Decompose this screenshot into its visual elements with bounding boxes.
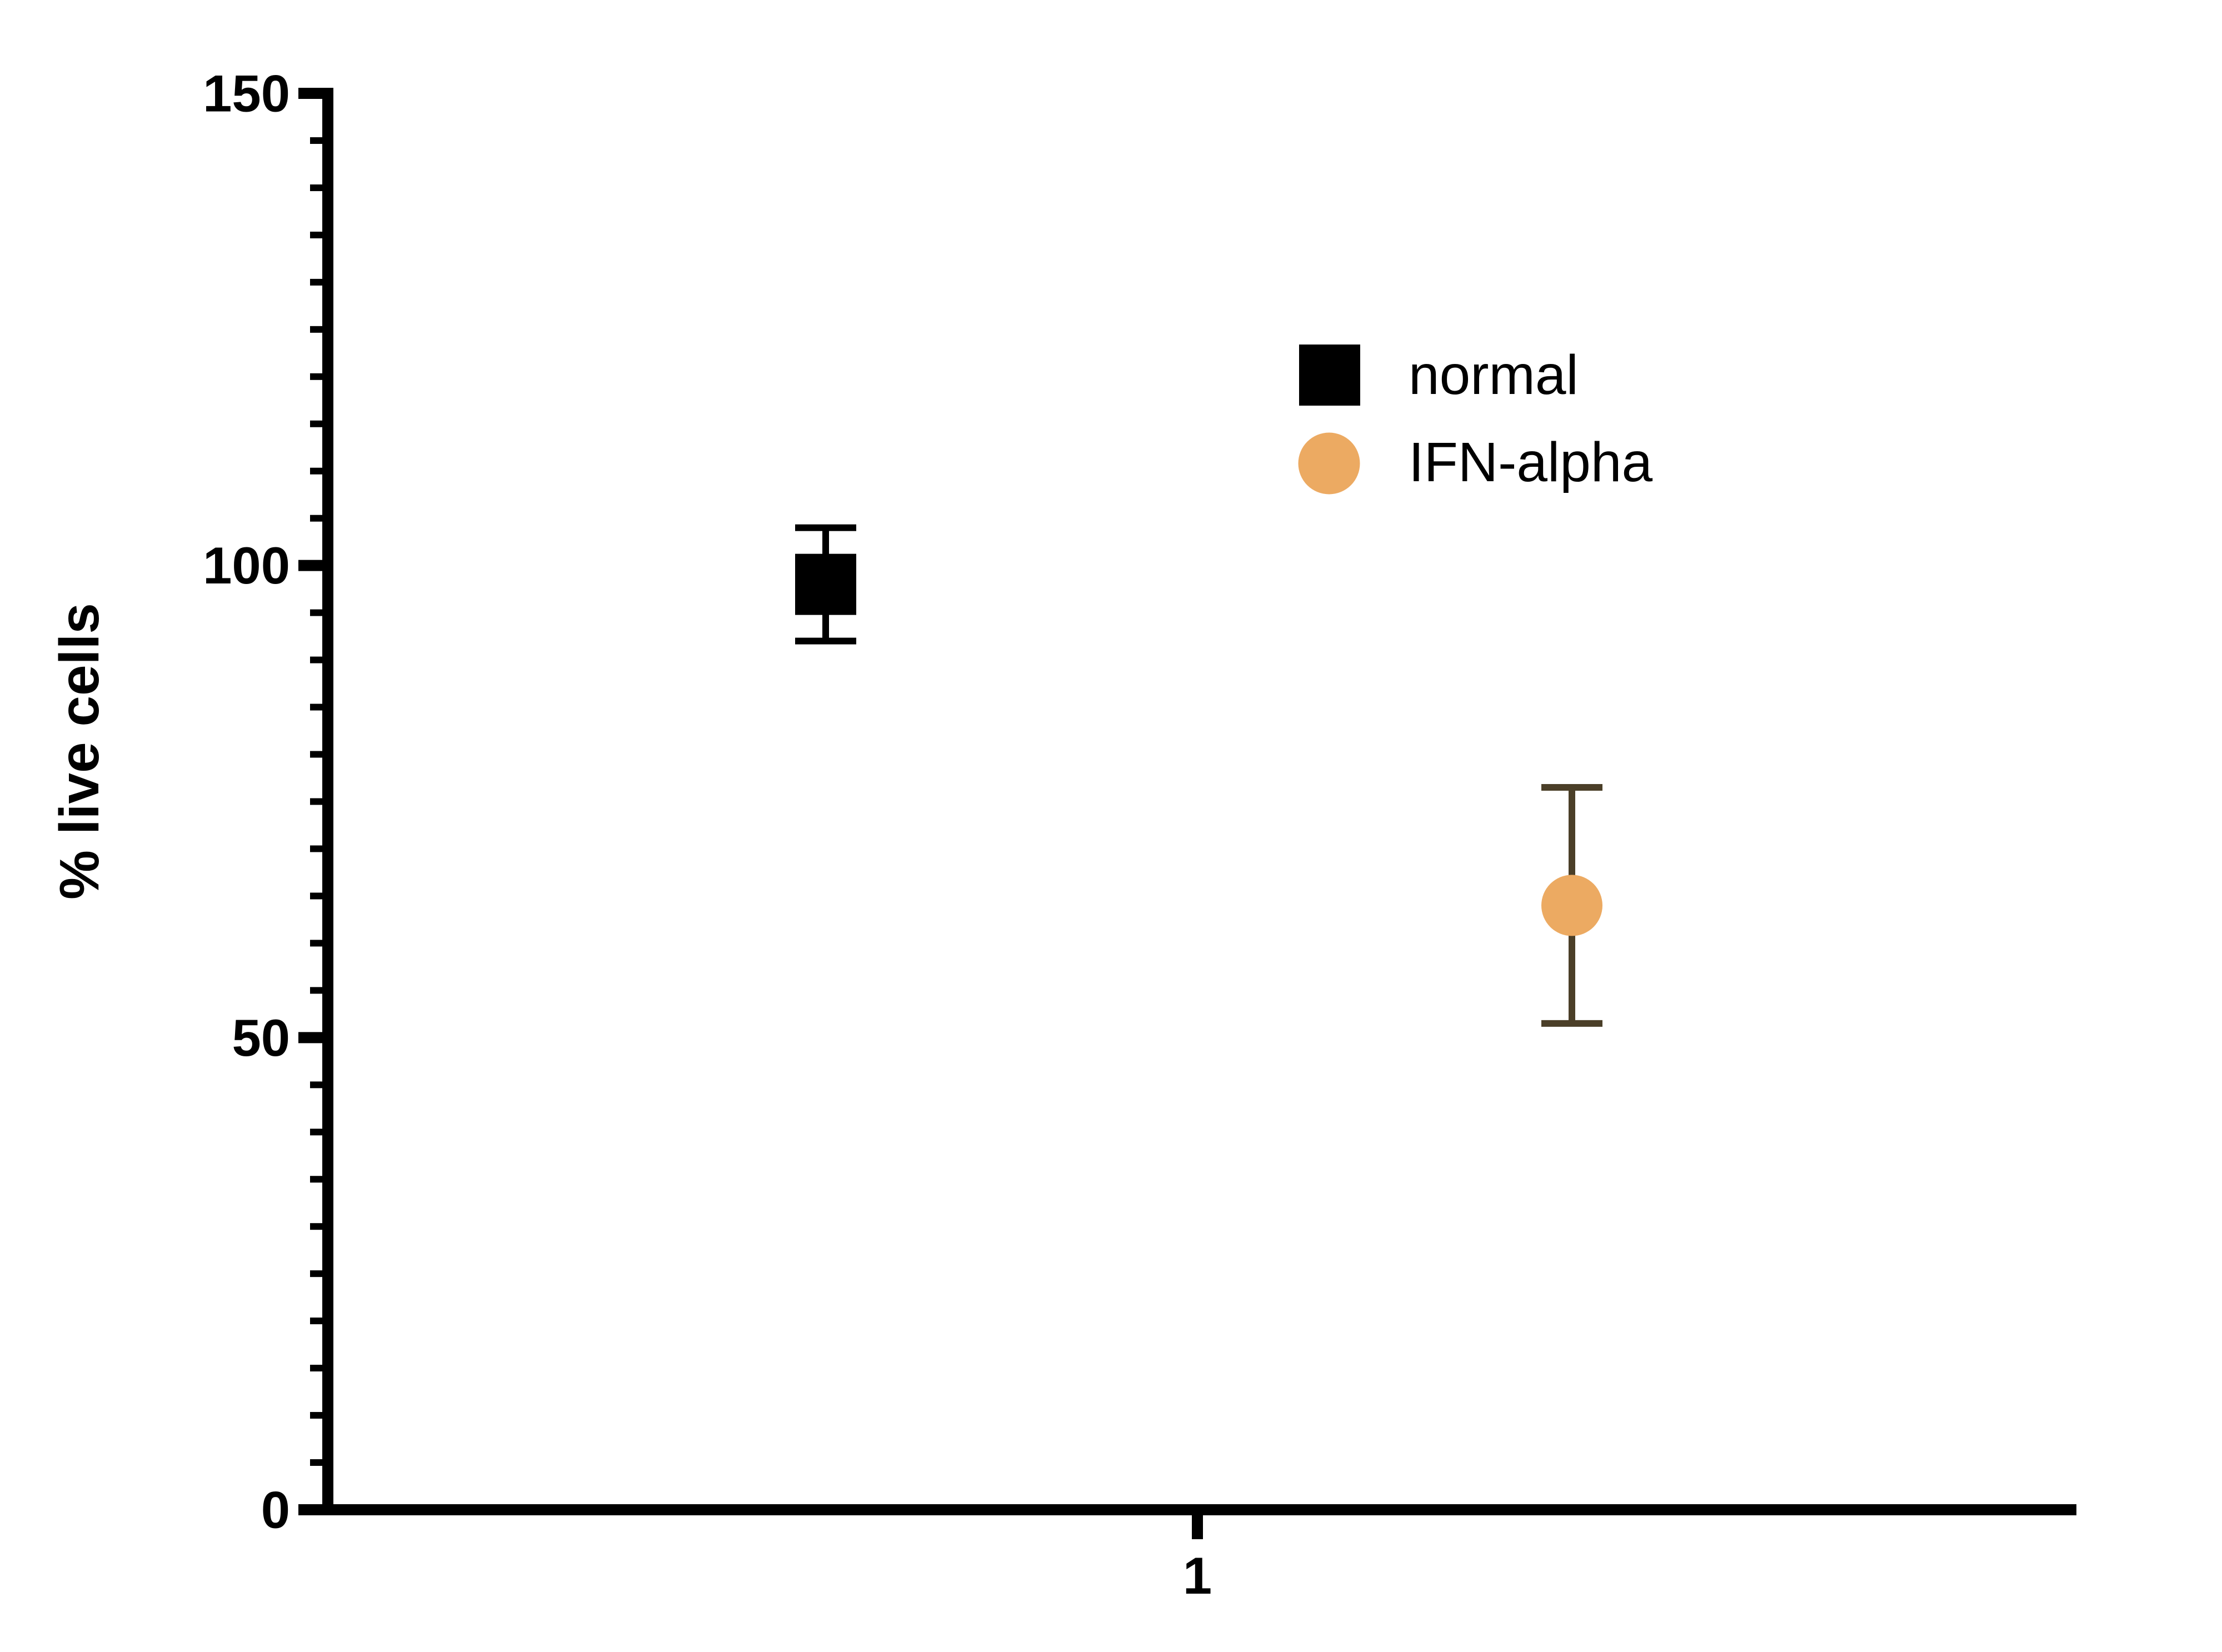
y-tick-label: 150 (203, 64, 290, 123)
series-IFN-alpha (1541, 784, 1602, 1027)
y-minor-tick (310, 987, 322, 994)
y-minor-tick (310, 845, 322, 852)
y-minor-tick (310, 1176, 322, 1183)
IFN-alpha-error-bar-cap-bottom (1541, 1020, 1602, 1027)
y-axis: 150 100 50 0 (203, 64, 333, 1539)
y-axis-line (322, 88, 333, 1515)
y-minor-tick (310, 137, 322, 144)
x-axis: 1 (322, 1504, 2076, 1605)
y-minor-tick (310, 940, 322, 947)
series-normal (795, 524, 856, 645)
y-minor-tick (310, 1129, 322, 1136)
legend-label-normal: normal (1409, 344, 1579, 406)
x-axis-line (322, 1504, 2076, 1515)
y-tick-label: 50 (232, 1009, 290, 1067)
y-minor-tick (310, 1270, 322, 1277)
y-minor-tick (310, 751, 322, 758)
y-minor-tick (310, 1081, 322, 1089)
y-minor-tick (310, 326, 322, 333)
normal-error-bar-cap-top (795, 524, 856, 531)
normal-error-bar-cap-bottom (795, 637, 856, 645)
IFN-alpha-marker (1541, 875, 1602, 936)
y-axis-title: % live cells (48, 603, 111, 900)
y-minor-tick (310, 609, 322, 616)
y-minor-tick (310, 703, 322, 711)
legend: normal IFN-alpha (1298, 344, 1652, 495)
legend-marker-ifn-alpha-circle (1298, 432, 1360, 495)
y-minor-tick (310, 798, 322, 805)
y-minor-tick (310, 1365, 322, 1372)
y-major-tick (298, 1504, 322, 1515)
y-major-tick (298, 1032, 322, 1044)
y-major-tick (298, 560, 322, 571)
series-layer (795, 524, 1602, 1027)
y-minor-tick (310, 184, 322, 191)
y-minor-tick (310, 1459, 322, 1466)
y-minor-tick (310, 892, 322, 900)
x-major-tick (1192, 1515, 1203, 1539)
normal-marker (795, 553, 856, 615)
IFN-alpha-error-bar-cap-top (1541, 784, 1602, 791)
y-major-tick (298, 88, 322, 99)
y-minor-tick (310, 231, 322, 238)
y-tick-label: 0 (261, 1481, 290, 1539)
y-minor-tick (310, 420, 322, 427)
y-minor-tick (310, 1223, 322, 1230)
y-minor-tick (310, 1412, 322, 1419)
legend-marker-normal-square (1299, 345, 1360, 406)
y-minor-tick (310, 373, 322, 380)
y-minor-tick (310, 467, 322, 475)
y-minor-tick (310, 656, 322, 663)
y-minor-tick (310, 278, 322, 286)
y-minor-tick (310, 1317, 322, 1325)
y-tick-label: 100 (203, 536, 290, 595)
legend-label-ifn-alpha: IFN-alpha (1409, 431, 1652, 493)
y-minor-tick (310, 515, 322, 522)
x-tick-label: 1 (1183, 1546, 1212, 1605)
